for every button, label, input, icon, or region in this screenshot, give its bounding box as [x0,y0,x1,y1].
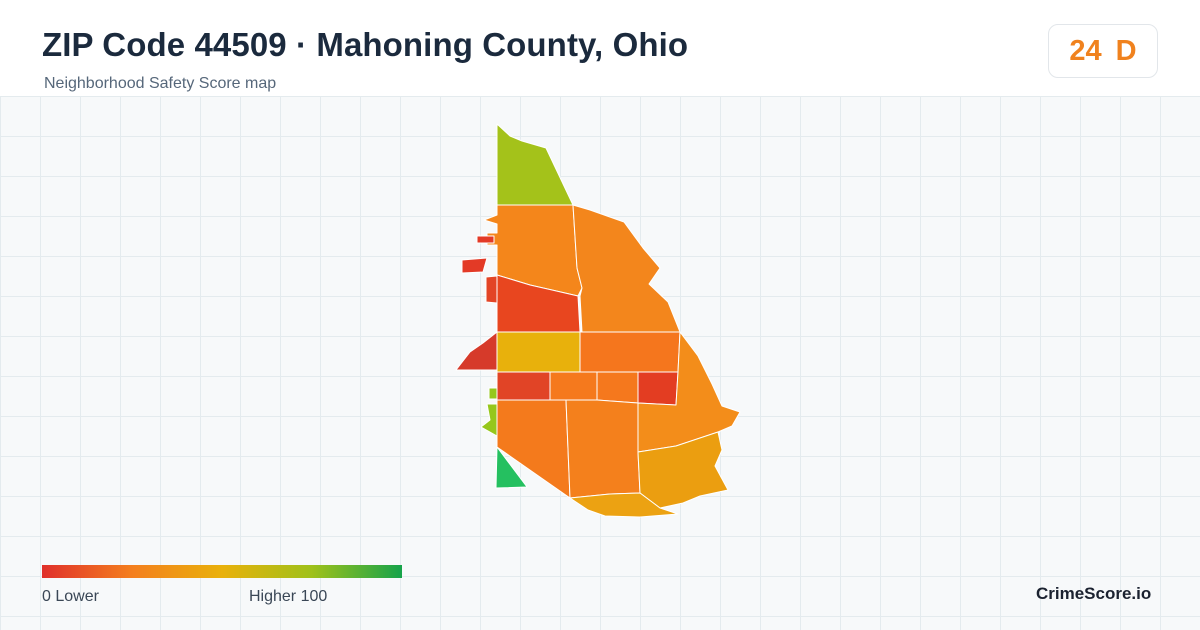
brand-logo-text: CrimeScore.io [1036,584,1152,603]
legend-high-label: Higher 100 [249,588,328,605]
map-region-central-block-3[interactable] [596,371,639,404]
map-region-west-fragment-1[interactable] [461,257,488,274]
map-region-west-fragment-3[interactable] [485,275,498,304]
map-region-southwest-corner-tract[interactable] [495,446,528,489]
map-region-west-fragment-6[interactable] [480,403,498,437]
map-region-west-fragment-2[interactable] [476,235,495,244]
header: ZIP Code 44509 · Mahoning County, Ohio N… [0,0,1200,96]
map-region-north-tract[interactable] [496,123,574,206]
page-title: ZIP Code 44509 · Mahoning County, Ohio [42,26,689,63]
page-subtitle: Neighborhood Safety Score map [44,75,277,92]
legend-color-scale [42,565,402,578]
map-region-northeast-tract[interactable] [572,204,681,333]
map-region-central-block-4[interactable] [637,371,679,406]
map-region-west-middle-tract[interactable] [496,331,581,373]
score-badge: 24 D [1048,24,1158,78]
map-region-central-block-1[interactable] [496,371,551,401]
map-region-south-central-tract[interactable] [565,399,641,499]
map-region-central-east-tract[interactable] [579,331,681,373]
map-region-central-block-2[interactable] [549,371,598,401]
score-grade: D [1115,35,1137,67]
legend-low-label: 0 Lower [42,588,99,605]
map-region-west-fragment-4[interactable] [455,331,498,371]
map-region-west-fragment-5[interactable] [488,387,498,400]
map-region-south-tract[interactable] [569,492,679,518]
score-value: 24 [1069,35,1102,67]
